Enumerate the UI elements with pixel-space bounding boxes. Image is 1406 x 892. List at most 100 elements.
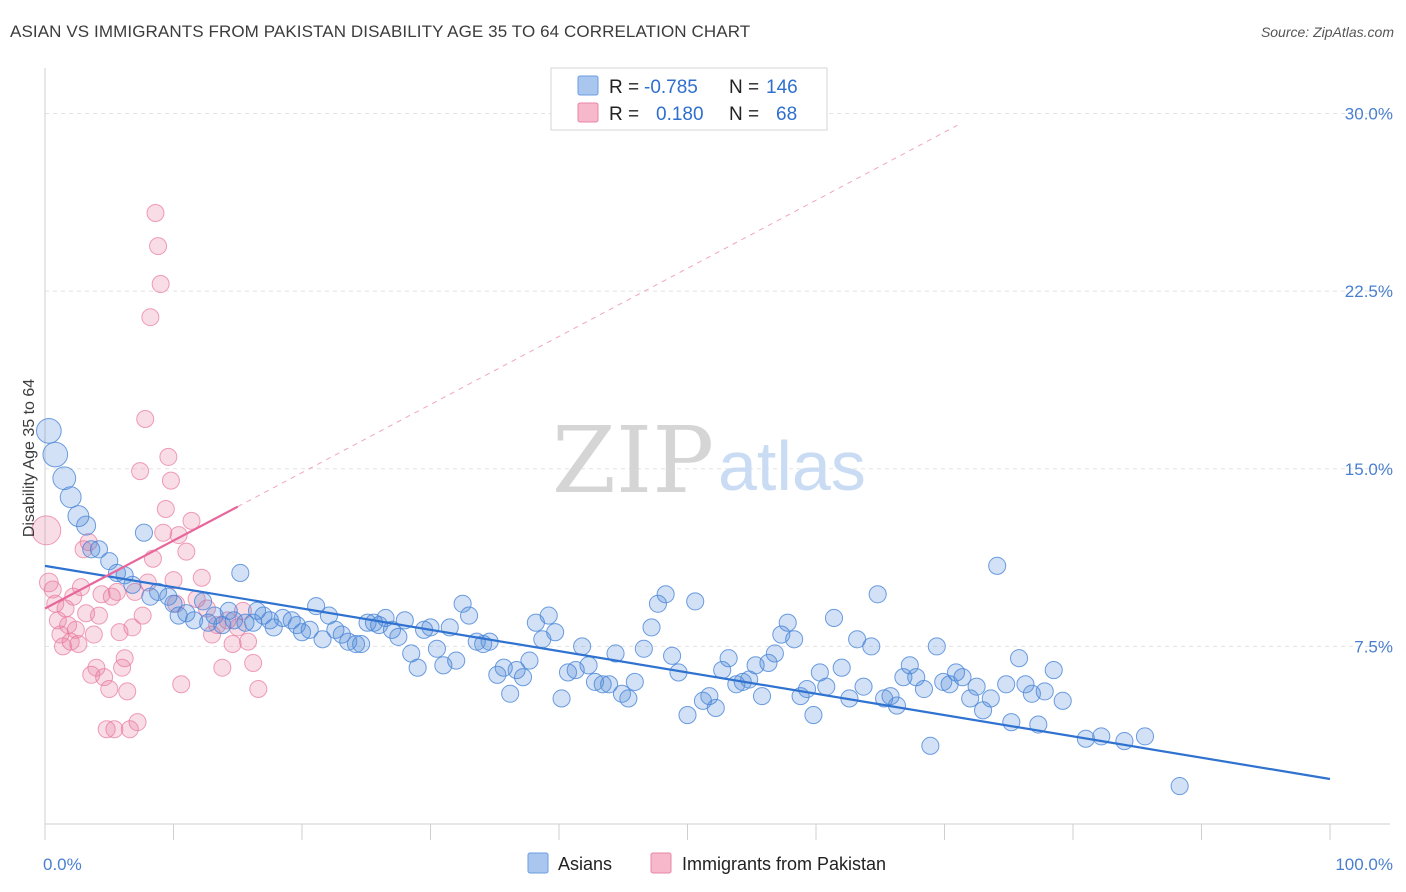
asian-point bbox=[619, 689, 638, 708]
asian-point bbox=[421, 618, 440, 637]
pakistan-point bbox=[105, 720, 124, 739]
asian-point bbox=[224, 611, 243, 630]
asian-point bbox=[231, 563, 250, 583]
asian-point bbox=[612, 684, 632, 703]
asian-point bbox=[82, 540, 101, 559]
asian-point bbox=[1135, 727, 1155, 746]
pakistan-point bbox=[123, 618, 142, 637]
asians-trend-line bbox=[44, 564, 1331, 781]
pakistan-point bbox=[141, 308, 160, 327]
pakistan-point bbox=[249, 680, 268, 699]
y-tick-label-0: 7.5% bbox=[1354, 637, 1393, 656]
asian-point bbox=[247, 601, 267, 620]
legend-n-value-pakistan: 68 bbox=[776, 104, 797, 125]
asian-point bbox=[59, 486, 82, 509]
asian-point bbox=[785, 630, 804, 649]
pakistan-point bbox=[100, 680, 119, 699]
asian-point bbox=[593, 675, 612, 694]
asian-point bbox=[326, 620, 345, 639]
asian-point bbox=[600, 675, 619, 694]
asian-point bbox=[488, 665, 507, 684]
pakistan-point bbox=[136, 410, 155, 429]
asian-point bbox=[447, 651, 466, 670]
trend-lines bbox=[44, 124, 1331, 781]
asian-point bbox=[460, 606, 479, 625]
legend-r-value-pakistan: 0.180 bbox=[656, 104, 704, 125]
asian-point bbox=[686, 592, 705, 611]
asian-point bbox=[389, 627, 408, 646]
bottom-legend-swatch-asians bbox=[527, 852, 549, 874]
pakistan-point bbox=[43, 580, 62, 599]
pakistan-point bbox=[192, 568, 211, 587]
pakistan-points bbox=[31, 203, 268, 739]
grid-lines bbox=[45, 113, 1390, 647]
pakistan-point bbox=[107, 582, 126, 601]
asian-point bbox=[1035, 682, 1054, 701]
asian-point bbox=[894, 668, 913, 687]
asian-point bbox=[194, 592, 213, 611]
chart-source: Source: ZipAtlas.com bbox=[1260, 24, 1394, 40]
pakistan-point bbox=[164, 571, 183, 590]
pakistan-point bbox=[151, 275, 170, 294]
asian-point bbox=[149, 582, 168, 601]
asian-point bbox=[706, 698, 725, 718]
asian-point bbox=[868, 585, 887, 604]
pakistan-point bbox=[146, 203, 165, 222]
watermark-zip: ZIP bbox=[552, 407, 714, 514]
asian-point bbox=[648, 594, 667, 613]
x-tick-label-0: 0.0% bbox=[43, 855, 82, 874]
asian-point bbox=[236, 613, 255, 632]
asian-point bbox=[961, 689, 980, 708]
asian-point bbox=[382, 620, 402, 639]
pakistan-point bbox=[154, 523, 173, 542]
series-legend: Asians Immigrants from Pakistan bbox=[527, 852, 886, 874]
pakistan-point bbox=[133, 606, 152, 625]
asian-point bbox=[558, 663, 578, 682]
asian-point bbox=[1016, 675, 1035, 694]
asian-point bbox=[947, 663, 966, 682]
asian-point bbox=[164, 594, 183, 613]
pakistan-point bbox=[156, 500, 175, 519]
pakistan-point bbox=[223, 635, 242, 654]
asian-point bbox=[678, 706, 697, 725]
pakistan-point bbox=[172, 675, 191, 694]
asian-point bbox=[76, 515, 97, 536]
stats-legend: R = -0.785 N = 146 R = 0.180 N = 68 bbox=[550, 67, 828, 131]
bottom-legend-swatch-pakistan bbox=[650, 852, 672, 874]
legend-n-label-pakistan: N = bbox=[729, 104, 759, 125]
asian-point bbox=[1170, 777, 1189, 796]
asian-point bbox=[539, 606, 558, 625]
asian-point bbox=[700, 687, 719, 706]
watermark-atlas: atlas bbox=[718, 427, 866, 505]
pakistan-point bbox=[95, 668, 114, 687]
legend-r-label-asians: R = bbox=[609, 77, 639, 98]
asian-point bbox=[824, 608, 844, 628]
asian-point bbox=[759, 653, 778, 673]
asian-point bbox=[752, 687, 772, 706]
x-tick-labels: 0.0% 100.0% bbox=[43, 855, 1393, 874]
asian-point bbox=[89, 540, 109, 559]
asian-point bbox=[346, 634, 366, 654]
pakistan-point bbox=[177, 542, 196, 561]
asian-point bbox=[313, 630, 332, 649]
axes bbox=[44, 68, 1390, 840]
asian-point bbox=[177, 604, 196, 623]
pakistan-point bbox=[128, 713, 147, 732]
asian-point bbox=[292, 623, 312, 642]
pakistan-point bbox=[31, 515, 62, 546]
asian-point bbox=[804, 706, 823, 725]
asian-point bbox=[1044, 661, 1063, 680]
asian-point bbox=[507, 661, 526, 680]
pakistan-point bbox=[239, 632, 258, 651]
asian-point bbox=[765, 644, 784, 663]
pakistan-point bbox=[131, 462, 150, 481]
asian-point bbox=[642, 618, 661, 637]
asian-point bbox=[573, 637, 592, 656]
pakistan-point bbox=[66, 620, 85, 639]
asian-point bbox=[881, 687, 900, 706]
asian-point bbox=[967, 677, 986, 696]
asian-point bbox=[219, 601, 238, 620]
chart-title: ASIAN VS IMMIGRANTS FROM PAKISTAN DISABI… bbox=[10, 22, 751, 41]
legend-swatch-asians bbox=[577, 75, 599, 96]
asian-point bbox=[427, 639, 446, 658]
